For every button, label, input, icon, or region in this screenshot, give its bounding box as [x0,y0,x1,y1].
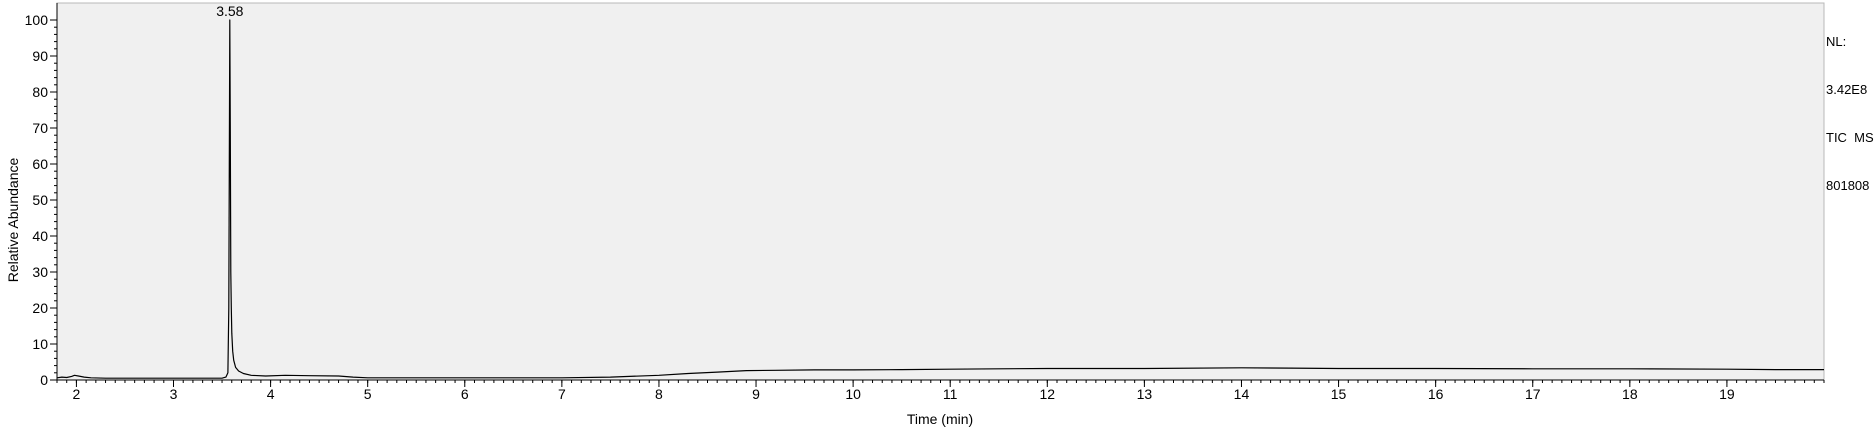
info-line: 3.42E8 [1826,82,1868,97]
plot-area [56,2,1825,381]
x-tick-label: 9 [752,386,760,402]
x-tick-label: 7 [558,386,566,402]
info-line: TIC MS [1826,130,1874,145]
x-tick-label: 5 [364,386,372,402]
y-tick-label: 90 [32,48,48,64]
x-tick-label: 10 [845,386,861,402]
y-tick-label: 80 [32,84,48,100]
peak-label: 3.58 [216,3,243,19]
y-tick-label: 30 [32,264,48,280]
x-tick-label: 16 [1428,386,1444,402]
x-tick-label: 4 [267,386,275,402]
info-line: 801808 [1826,178,1870,193]
x-tick-label: 6 [461,386,469,402]
y-axis-title: Relative Abundance [5,158,21,283]
x-axis-title: Time (min) [907,411,973,427]
y-tick-label: 100 [25,12,49,28]
x-tick-label: 2 [73,386,81,402]
x-tick-label: 19 [1719,386,1735,402]
y-tick-label: 40 [32,228,48,244]
y-tick-label: 70 [32,120,48,136]
x-tick-label: 14 [1234,386,1250,402]
x-tick-label: 3 [170,386,178,402]
y-tick-label: 10 [32,336,48,352]
x-tick-label: 12 [1040,386,1056,402]
tic-trace-line [56,19,1824,379]
y-tick-label: 60 [32,156,48,172]
x-tick-label: 15 [1331,386,1347,402]
y-tick-label: 50 [32,192,48,208]
x-tick-label: 11 [943,386,958,402]
y-tick-label: 20 [32,300,48,316]
x-tick-label: 8 [655,386,663,402]
y-tick-label: 0 [40,372,48,388]
x-tick-label: 18 [1622,386,1638,402]
x-tick-label: 17 [1525,386,1541,402]
x-tick-label: 13 [1137,386,1153,402]
info-panel: NL: 3.42E8 TIC MS 801808 [1826,2,1874,210]
info-line: NL: [1826,34,1847,49]
